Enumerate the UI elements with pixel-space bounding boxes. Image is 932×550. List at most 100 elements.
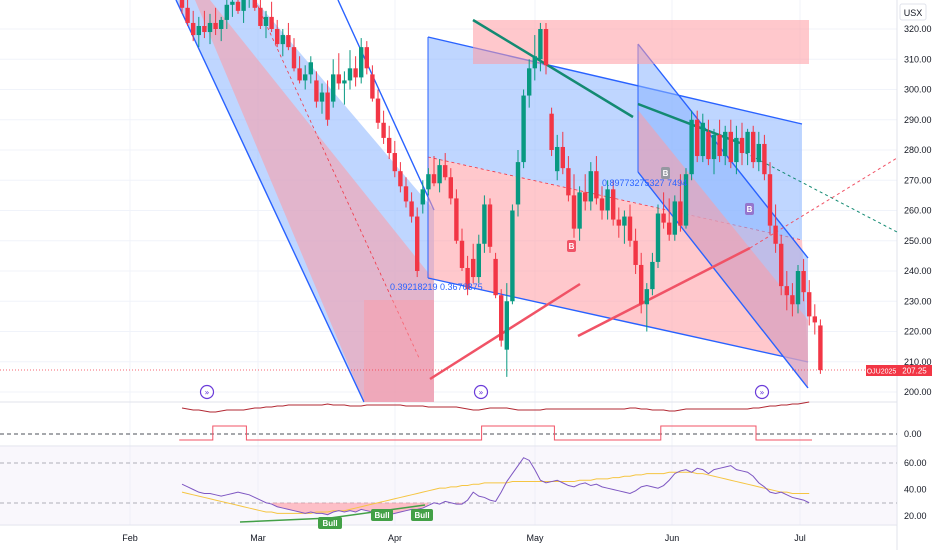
candle-body[interactable]: [286, 35, 291, 48]
candle-body[interactable]: [739, 137, 745, 154]
candle-body[interactable]: [655, 213, 661, 262]
event-icon[interactable]: »: [473, 384, 489, 400]
candle-body[interactable]: [202, 25, 207, 33]
candle-body[interactable]: [241, 0, 246, 11]
candle-body[interactable]: [347, 68, 353, 81]
candle-body[interactable]: [263, 16, 269, 26]
candle-body[interactable]: [196, 25, 201, 36]
bull-label[interactable]: Bull: [318, 517, 342, 529]
bull-label[interactable]: Bull: [411, 509, 433, 521]
candle-body[interactable]: [773, 225, 778, 244]
time-axis[interactable]: Feb Mar Apr May Jun Jul: [122, 533, 806, 543]
candle-body[interactable]: [756, 143, 761, 163]
candle-body[interactable]: [336, 74, 341, 84]
candle-body[interactable]: [381, 122, 386, 138]
candle-body[interactable]: [364, 47, 369, 69]
candle-body[interactable]: [269, 16, 274, 29]
b-marker[interactable]: B: [661, 167, 670, 179]
candle-body[interactable]: [622, 216, 627, 226]
candle-body[interactable]: [297, 68, 302, 81]
candle-body[interactable]: [616, 219, 621, 226]
candle-body[interactable]: [644, 289, 649, 305]
candle-body[interactable]: [510, 210, 515, 302]
candle-body[interactable]: [767, 174, 773, 226]
candle-body[interactable]: [650, 261, 655, 290]
candle-body[interactable]: [303, 74, 308, 81]
candle-body[interactable]: [493, 258, 498, 296]
price-axis[interactable]: 200.00 210.00 220.00 230.00 240.00 250.00 260.…: [904, 24, 932, 521]
candle-body[interactable]: [588, 171, 593, 202]
candle-body[interactable]: [599, 198, 605, 211]
candle-body[interactable]: [280, 35, 285, 45]
candle-body[interactable]: [532, 56, 537, 69]
support-zone[interactable]: [364, 300, 434, 402]
candle-body[interactable]: [807, 292, 812, 317]
candle-body[interactable]: [633, 240, 638, 265]
candle-body[interactable]: [784, 286, 789, 296]
candle-body[interactable]: [471, 258, 476, 278]
candle-body[interactable]: [790, 295, 795, 305]
candle-body[interactable]: [751, 131, 756, 163]
candle-body[interactable]: [706, 131, 711, 160]
candle-body[interactable]: [667, 222, 672, 235]
candle-body[interactable]: [207, 22, 213, 33]
candle-body[interactable]: [566, 168, 571, 196]
indicator-pane-1[interactable]: [0, 401, 897, 441]
candle-body[interactable]: [179, 0, 185, 8]
candle-body[interactable]: [224, 4, 229, 20]
trendline-green-1[interactable]: [472, 18, 634, 119]
candle-body[interactable]: [577, 192, 582, 229]
candle-body[interactable]: [392, 153, 397, 172]
currency-label[interactable]: USX: [904, 8, 923, 18]
candle-body[interactable]: [454, 198, 459, 241]
candle-body[interactable]: [527, 68, 532, 96]
candle-body[interactable]: [258, 7, 263, 26]
candle-body[interactable]: [191, 22, 196, 36]
candle-body[interactable]: [314, 80, 319, 102]
candle-body[interactable]: [235, 1, 241, 11]
candle-body[interactable]: [689, 119, 694, 175]
candle-body[interactable]: [319, 92, 325, 102]
candle-body[interactable]: [275, 29, 280, 45]
candle-body[interactable]: [779, 243, 784, 287]
channel-2-lower-line[interactable]: [427, 277, 809, 363]
candle-body[interactable]: [375, 98, 381, 123]
candle-body[interactable]: [504, 301, 509, 350]
candle-body[interactable]: [230, 1, 235, 5]
candle-body[interactable]: [543, 29, 549, 66]
candle-body[interactable]: [818, 325, 823, 371]
candle-body[interactable]: [711, 134, 717, 160]
candle-body[interactable]: [583, 192, 588, 202]
candle-body[interactable]: [560, 146, 565, 169]
resistance-zone[interactable]: [473, 20, 809, 64]
bull-label[interactable]: Bull: [371, 509, 393, 521]
candle-body[interactable]: [605, 189, 610, 211]
candle-body[interactable]: [420, 189, 425, 205]
channel-3-lower-line[interactable]: [637, 171, 809, 389]
candle-body[interactable]: [661, 213, 666, 223]
candle-body[interactable]: [370, 74, 375, 99]
candle-body[interactable]: [252, 0, 257, 8]
candle-body[interactable]: [515, 162, 521, 205]
candle-body[interactable]: [482, 204, 487, 244]
candle-body[interactable]: [678, 201, 683, 226]
event-icon[interactable]: »: [754, 384, 770, 400]
candle-body[interactable]: [387, 137, 392, 154]
candle-body[interactable]: [672, 201, 677, 235]
candle-body[interactable]: [431, 174, 437, 184]
candle-body[interactable]: [627, 216, 633, 241]
candle-body[interactable]: [521, 95, 526, 163]
candle-body[interactable]: [700, 122, 705, 157]
candle-body[interactable]: [795, 271, 801, 305]
candle-body[interactable]: [291, 47, 297, 69]
candle-body[interactable]: [465, 267, 470, 290]
candle-body[interactable]: [487, 204, 493, 247]
candle-body[interactable]: [437, 165, 442, 184]
candle-body[interactable]: [812, 316, 817, 323]
b-marker[interactable]: B: [567, 240, 576, 252]
candle-body[interactable]: [683, 174, 689, 226]
candle-body[interactable]: [723, 131, 728, 157]
candle-body[interactable]: [443, 165, 448, 178]
candle-body[interactable]: [476, 243, 481, 278]
